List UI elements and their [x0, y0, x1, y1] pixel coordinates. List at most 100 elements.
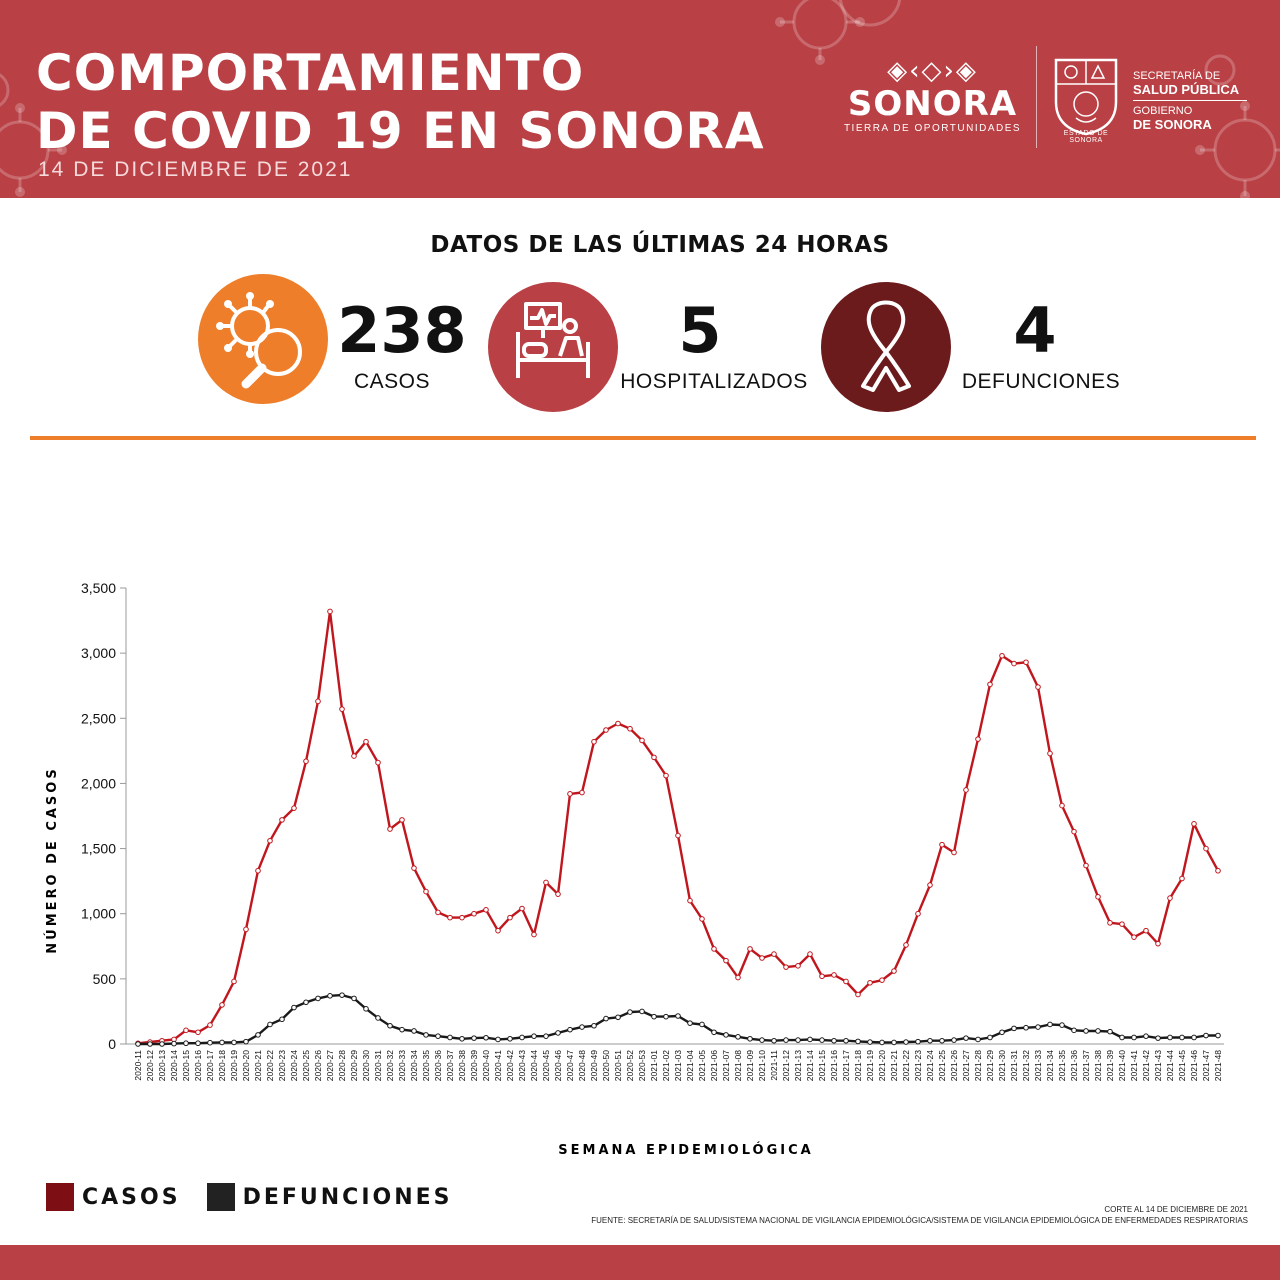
x-tick-label: 2021-36	[1069, 1050, 1079, 1081]
deaths-point	[1179, 1034, 1185, 1041]
cases-point	[963, 787, 969, 793]
x-tick-label: 2021-11	[769, 1050, 779, 1081]
x-tick-label: 2020-15	[181, 1050, 191, 1081]
x-tick-label: 2020-36	[433, 1050, 443, 1081]
deaths-point	[1071, 1027, 1077, 1034]
deaths-point	[891, 1039, 897, 1046]
hospitalized-value: 5	[678, 294, 722, 367]
cases-point	[351, 753, 357, 759]
cases-point	[387, 826, 393, 832]
x-axis-title: SEMANA EPIDEMIOLÓGICA	[558, 1142, 813, 1158]
cases-point	[855, 991, 861, 998]
x-tick-label: 2020-26	[313, 1050, 323, 1081]
cases-point	[435, 909, 441, 916]
x-tick-label: 2021-40	[1117, 1050, 1127, 1081]
cases-point	[495, 927, 501, 934]
x-tick-label: 2020-53	[637, 1050, 647, 1081]
cases-point	[819, 973, 825, 980]
x-tick-label: 2021-27	[961, 1050, 971, 1081]
cases-point	[531, 931, 537, 938]
deaths-point	[159, 1041, 165, 1047]
cases-point	[1107, 920, 1113, 926]
deaths-value: 4	[1013, 294, 1057, 367]
x-tick-label: 2021-42	[1141, 1050, 1151, 1081]
cases-point	[1011, 660, 1017, 667]
x-tick-label: 2020-44	[529, 1050, 539, 1081]
deaths-point	[1167, 1034, 1173, 1041]
cases-point	[423, 888, 429, 895]
title-line-1: COMPORTAMIENTO	[36, 44, 585, 102]
x-tick-label: 2020-11	[133, 1050, 143, 1081]
deaths-point	[795, 1037, 801, 1043]
cases-point	[1083, 862, 1089, 869]
x-tick-label: 2021-26	[949, 1050, 959, 1081]
x-tick-label: 2020-32	[385, 1050, 395, 1081]
cases-point	[315, 698, 321, 705]
report-date: 14 DE DICIEMBRE DE 2021	[38, 158, 353, 181]
x-tick-label: 2020-25	[301, 1050, 311, 1081]
x-tick-label: 2021-23	[913, 1050, 923, 1081]
deaths-point	[507, 1035, 513, 1042]
y-axis-title: NÚMERO DE CASOS	[44, 766, 60, 953]
legend-swatch-deaths	[206, 1183, 235, 1211]
cases-point	[1131, 934, 1137, 940]
x-tick-label: 2021-03	[673, 1050, 683, 1081]
cases-point	[399, 817, 405, 823]
sonora-tagline: TIERRA DE OPORTUNIDADES	[843, 123, 1022, 134]
deaths-point	[759, 1037, 765, 1043]
cases-point	[891, 968, 897, 974]
x-tick-label: 2020-20	[241, 1050, 251, 1081]
cases-point	[867, 979, 873, 986]
cases-point	[915, 910, 921, 917]
x-tick-label: 2021-02	[661, 1050, 671, 1081]
deaths-point	[879, 1039, 885, 1046]
x-tick-label: 2021-25	[937, 1050, 947, 1081]
sonora-logo: ◈‹◇›◈ SONORA TIERRA DE OPORTUNIDADES	[840, 56, 1025, 148]
x-tick-label: 2020-28	[337, 1050, 347, 1081]
x-tick-label: 2020-13	[157, 1050, 167, 1081]
legend-swatch-cases	[46, 1183, 74, 1211]
deaths-point	[579, 1024, 585, 1030]
cases-point	[987, 681, 993, 688]
deaths-point	[219, 1039, 225, 1046]
source-note: CORTE AL 14 DE DICIEMBRE DE 2021 FUENTE:…	[591, 1204, 1248, 1226]
cases-point	[795, 963, 801, 969]
cases-point	[579, 789, 585, 796]
x-tick-label: 2020-33	[397, 1050, 407, 1081]
kpi-heading: DATOS DE LAS ÚLTIMAS 24 HORAS	[430, 232, 890, 258]
deaths-point	[723, 1032, 729, 1038]
cases-point	[1143, 927, 1149, 934]
cases-point	[567, 791, 573, 797]
deaths-point	[1107, 1028, 1113, 1035]
title-line-2: DE COVID 19 EN SONORA	[36, 102, 765, 160]
deaths-point	[651, 1013, 657, 1020]
deaths-point	[291, 1004, 297, 1011]
deaths-point	[867, 1039, 873, 1045]
cases-point	[267, 837, 273, 844]
deaths-point	[207, 1039, 213, 1046]
deaths-point	[519, 1034, 525, 1041]
deaths-point	[963, 1035, 969, 1041]
deaths-point	[999, 1029, 1005, 1036]
x-tick-label: 2021-16	[829, 1050, 839, 1081]
cases-point	[1203, 845, 1209, 852]
y-axis: 0 500 1,000 1,500 2,000 2,500 3,000 3,500	[81, 580, 127, 1052]
cases-point	[303, 758, 309, 765]
x-tick-label: 2020-52	[625, 1050, 635, 1081]
weekly-cases-chart: 0 500 1,000 1,500 2,000 2,500 3,000 3,500 2020-…	[44, 580, 1224, 1158]
cases-point	[1155, 940, 1161, 947]
x-tick-label: 2021-48	[1213, 1050, 1223, 1081]
cases-point	[975, 736, 981, 742]
x-tick-label: 2020-14	[169, 1050, 179, 1081]
page-title: COMPORTAMIENTO DE COVID 19 EN SONORA	[36, 44, 765, 160]
x-tick-label: 2021-07	[721, 1050, 731, 1081]
x-tick-label: 2020-21	[253, 1050, 263, 1081]
cases-point	[1119, 921, 1125, 927]
x-tick-label: 2021-15	[817, 1050, 827, 1081]
ribbon-icon	[861, 300, 911, 392]
x-tick-label: 2021-33	[1033, 1050, 1043, 1081]
x-tick-label: 2021-21	[889, 1050, 899, 1081]
x-tick-label: 2020-35	[421, 1050, 431, 1081]
x-tick-label: 2021-35	[1057, 1050, 1067, 1081]
cases-point	[279, 817, 285, 823]
